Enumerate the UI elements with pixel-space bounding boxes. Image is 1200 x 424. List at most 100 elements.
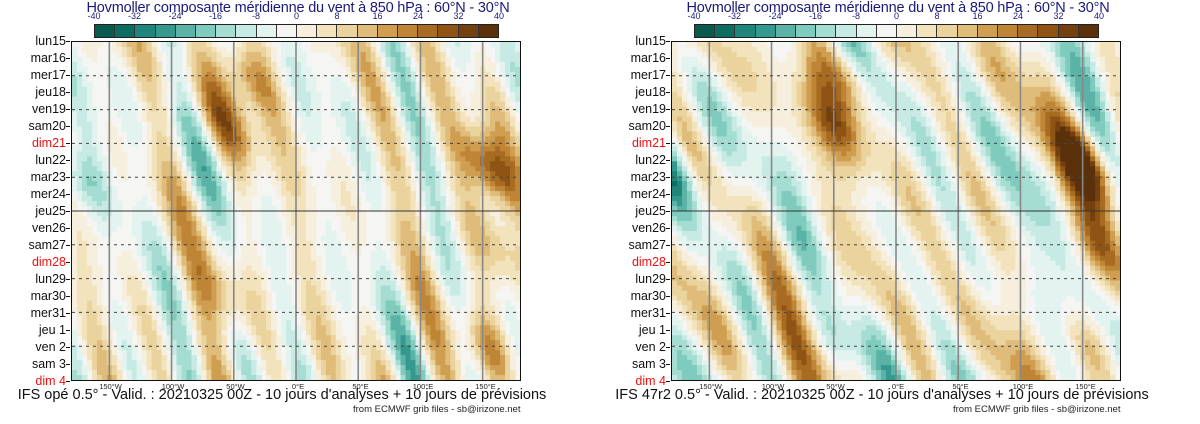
heatmap-cell [86,340,93,346]
heatmap-cell [415,295,422,302]
heatmap-cell [86,295,93,302]
heatmap-cell [146,325,153,331]
heatmap-cell [166,131,173,138]
heatmap-cell [490,230,496,237]
heatmap-cell [485,211,491,217]
heatmap-cell [440,196,446,202]
heatmap-cell [305,186,312,192]
heatmap-cell [490,335,496,341]
heatmap-cell [500,61,506,68]
heatmap-cell [216,111,222,118]
heatmap-cell [395,171,402,177]
heatmap-cell [166,330,173,336]
heatmap-cell [415,325,422,331]
heatmap-cell [276,146,282,152]
heatmap-cell [395,360,402,366]
heatmap-cell [241,81,247,88]
heatmap-cell [196,305,203,312]
heatmap-cell [156,270,163,277]
heatmap-cell [485,86,491,93]
heatmap-cell [116,320,123,326]
heatmap-cell [470,116,476,123]
heatmap-cell [76,61,83,68]
heatmap-cell [310,101,317,108]
heatmap-cell [395,240,402,247]
heatmap-cell [455,300,461,307]
heatmap-cell [335,201,342,207]
heatmap-cell [395,230,402,237]
heatmap-cell [286,116,292,123]
heatmap-cell [241,250,247,257]
heatmap-cell [226,96,232,103]
heatmap-cell [360,230,367,237]
heatmap-cell [455,96,461,103]
heatmap-cell [206,151,212,157]
heatmap-cell [440,136,446,143]
heatmap-cell [470,201,476,207]
heatmap-cell [460,101,466,108]
heatmap-cell [131,355,138,361]
heatmap-cell [81,121,88,128]
heatmap-cell [166,285,173,292]
heatmap-cell [236,285,242,292]
heatmap-cell [131,305,138,312]
heatmap-cell [176,265,183,272]
heatmap-cell [136,96,143,103]
heatmap-cell [425,335,431,341]
heatmap-cell [211,260,217,267]
heatmap-cell [291,91,297,98]
heatmap-cell [121,86,128,93]
heatmap-cell [121,340,128,346]
heatmap-cell [126,360,133,366]
heatmap-cell [420,320,427,326]
heatmap-cell [91,300,98,307]
heatmap-cell [425,196,431,202]
heatmap-cell [81,166,88,172]
heatmap-cell [236,161,242,167]
heatmap-cell [495,81,501,88]
heatmap-cell [186,280,193,287]
heatmap-cell [420,201,427,207]
heatmap-cell [440,66,446,73]
heatmap-cell [385,300,392,307]
heatmap-cell [226,355,232,361]
heatmap-cell [181,215,188,222]
heatmap-cell [400,240,407,247]
heatmap-cell [440,250,446,257]
heatmap-cell [360,370,367,376]
heatmap-cell [450,151,456,157]
heatmap-cell [440,355,446,361]
heatmap-cell [400,116,407,123]
heatmap-cell [201,365,207,371]
heatmap-cell [266,300,272,307]
heatmap-cell [81,171,88,177]
heatmap-cell [430,106,436,113]
heatmap-cell [435,245,441,252]
heatmap-cell [345,141,352,147]
heatmap-cell [370,255,377,262]
heatmap-cell [485,206,491,212]
heatmap-cell [111,345,118,351]
heatmap-cell [305,280,312,287]
heatmap-cell [86,335,93,341]
heatmap-cell [241,136,247,143]
colorbar-bin [458,25,479,37]
heatmap-cell [186,235,193,242]
heatmap-cell [291,201,297,207]
heatmap-cell [166,320,173,326]
heatmap-cell [176,191,183,197]
heatmap-cell [400,320,407,326]
heatmap-cell [435,176,441,182]
heatmap-cell [266,116,272,123]
heatmap-cell [221,335,227,341]
heatmap-cell [261,101,267,108]
heatmap-cell [261,131,267,138]
heatmap-cell [171,245,178,252]
heatmap-cell [345,206,352,212]
heatmap-cell [445,206,451,212]
heatmap-cell [380,131,387,138]
heatmap-cell [241,196,247,202]
heatmap-cell [495,225,501,232]
heatmap-cell [490,121,496,128]
heatmap-cell [131,211,138,217]
